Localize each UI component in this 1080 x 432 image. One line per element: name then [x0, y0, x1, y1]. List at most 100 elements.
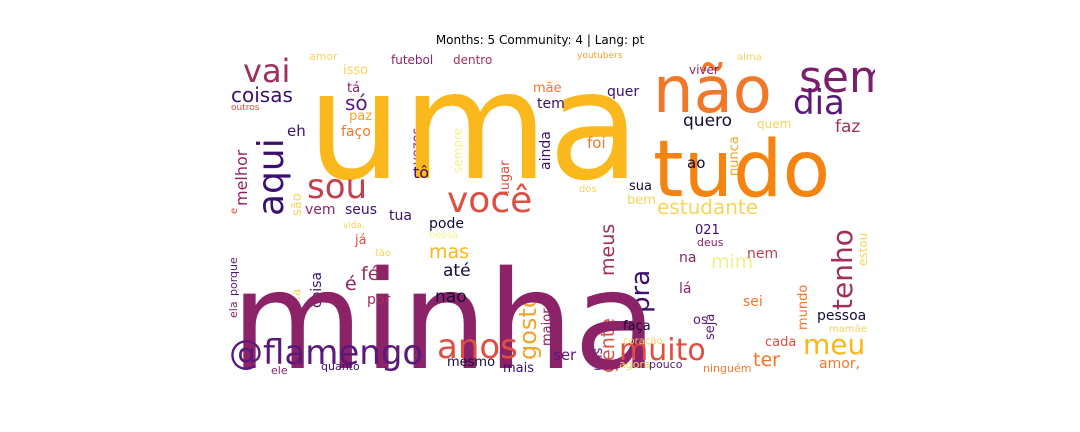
word-cloud: aqui melhor são porque ela e coisa gosta…: [225, 48, 875, 376]
word-mais: mais: [503, 361, 534, 376]
word-voce: você: [447, 180, 532, 221]
word-ja: já: [354, 233, 367, 248]
word-lugar: lugar: [498, 160, 513, 194]
word-ate: até: [443, 261, 471, 281]
word-amor: amor: [309, 50, 338, 63]
word-mundo: mundo: [796, 285, 811, 330]
word-faz: faz: [835, 117, 860, 137]
word-isso: isso: [343, 63, 368, 78]
word-mim: mim: [711, 251, 753, 273]
word-faco: faço: [341, 124, 371, 140]
word-gente: gente: [597, 318, 619, 373]
word-sei: sei: [743, 294, 763, 310]
word-pessoa: pessoa: [817, 308, 866, 324]
word-bem: bem: [627, 193, 656, 208]
word-meus: meus: [597, 224, 619, 276]
word-seja: seja: [703, 314, 718, 340]
word-paz: paz: [349, 109, 372, 124]
word-nao-acento: não: [653, 54, 772, 128]
word-viver: viver: [689, 63, 719, 77]
word-to: tô: [413, 163, 429, 182]
word-ninguem: ninguém: [703, 362, 751, 375]
word-vida: vida,: [343, 221, 365, 231]
word-uns: uns: [591, 348, 606, 371]
word-flamengo: @flamengo: [229, 333, 423, 373]
word-so: só: [345, 91, 368, 115]
word-porque: porque: [227, 257, 240, 296]
word-uma: uma: [307, 48, 640, 214]
word-faca: faça: [623, 319, 651, 334]
word-por: por: [367, 292, 390, 308]
word-mesmo: mesmo: [447, 355, 495, 370]
word-nunca: nunca: [727, 136, 742, 176]
word-ao: ao: [687, 154, 705, 172]
word-tao: tão: [375, 248, 391, 259]
word-mamae: mamãe: [829, 324, 867, 335]
word-agora: agora: [619, 358, 651, 371]
word-ter: ter: [753, 349, 780, 371]
word-sao: são: [290, 193, 305, 216]
word-futebol: futebol: [391, 53, 433, 67]
word-outros: outros: [231, 103, 260, 113]
word-quero: quero: [683, 111, 732, 131]
word-youtubers: youtubers: [577, 51, 623, 61]
word-ela: ela: [227, 301, 240, 318]
word-muito: muito: [619, 333, 706, 368]
word-maior: maior: [540, 308, 555, 346]
word-foi: foi: [587, 134, 606, 152]
word-mas: mas: [429, 241, 469, 263]
word-sem: sem: [799, 52, 875, 103]
wordcloud-title: Months: 5 Community: 4 | Lang: pt: [435, 33, 645, 47]
word-melhor: melhor: [232, 149, 251, 206]
word-seus: seus: [345, 202, 377, 218]
word-alma: alma: [737, 52, 762, 63]
word-tudo: tudo: [653, 125, 830, 215]
word-anos: anos: [437, 327, 518, 367]
word-coracao: coração: [623, 336, 663, 347]
word-nao: nao: [435, 287, 467, 307]
word-sempre: sempre: [451, 128, 465, 173]
word-cada: cada: [765, 335, 796, 350]
word-tenho: tenho: [826, 229, 859, 310]
word-gosta: gosta: [289, 289, 303, 322]
word-e: e: [229, 208, 240, 214]
word-quanto: quanto: [321, 360, 360, 373]
word-quer: quer: [607, 84, 639, 100]
word-ta: tá: [347, 81, 360, 96]
word-quem: quem: [757, 117, 791, 131]
word-fe: fé: [361, 263, 379, 285]
word-deus: deus: [697, 236, 724, 249]
word-021: 021: [695, 223, 720, 238]
word-dos: dos: [579, 184, 597, 195]
word-tem: tem: [537, 96, 565, 112]
word-coisas: coisas: [231, 83, 293, 107]
word-vai: vai: [243, 52, 290, 90]
word-meu: meu: [803, 328, 865, 361]
word-vezes: vezes: [410, 127, 425, 165]
word-mae: mãe: [533, 81, 562, 96]
word-estou: estou: [856, 233, 870, 266]
word-pouco: pouco: [649, 358, 683, 371]
word-pra: pra: [626, 270, 656, 313]
word-eh: eh: [287, 122, 306, 140]
word-coisa: coisa: [309, 272, 325, 308]
word-na: na: [679, 250, 696, 266]
word-la: lá: [679, 281, 691, 297]
word-dentro: dentro: [453, 53, 492, 67]
word-amor-virgula: amor,: [819, 356, 860, 372]
word-minha: minha: [231, 243, 657, 376]
word-ser: ser: [553, 346, 577, 364]
word-aqui: aqui: [251, 138, 292, 216]
word-ainda: ainda: [538, 131, 554, 170]
word-estudante: estudante: [657, 195, 758, 219]
word-sua: sua: [629, 179, 652, 194]
word-os: os: [693, 313, 708, 328]
word-tua: tua: [389, 208, 412, 224]
word-nem: nem: [747, 246, 778, 262]
word-sou: sou: [307, 167, 367, 207]
word-dia: dia: [793, 83, 845, 123]
word-ele: ele: [271, 364, 288, 376]
word-pode: pode: [429, 216, 464, 232]
word-e-acento: é: [345, 273, 357, 295]
word-vem: vem: [305, 202, 336, 218]
